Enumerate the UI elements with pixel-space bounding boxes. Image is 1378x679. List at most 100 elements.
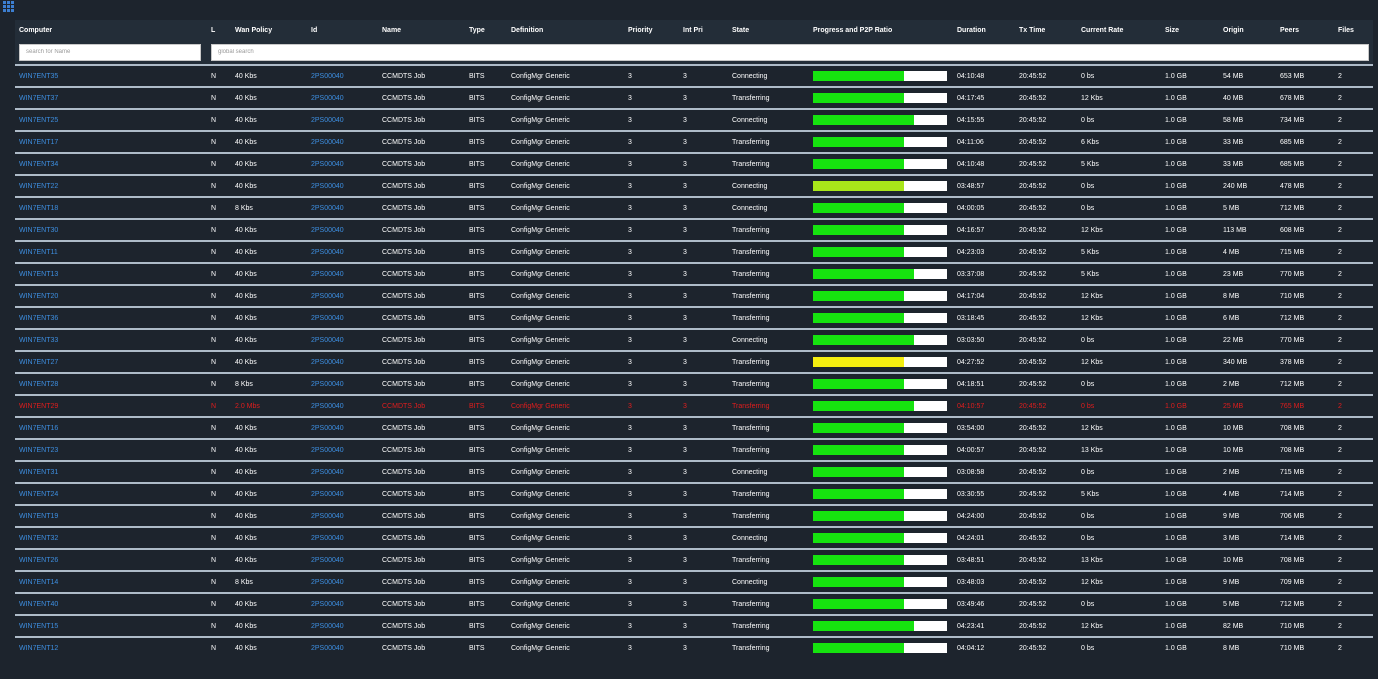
computer-cell[interactable]: WIN7ENT40 xyxy=(15,592,207,615)
id-cell[interactable]: 2PS00040 xyxy=(307,284,378,307)
column-header-id[interactable]: Id xyxy=(307,20,378,40)
computer-cell[interactable]: WIN7ENT28 xyxy=(15,372,207,395)
table-row[interactable]: WIN7ENT13 N 40 Kbs 2PS00040 CCMDTS Job BITS Co… xyxy=(15,262,1373,285)
id-cell[interactable]: 2PS00040 xyxy=(307,614,378,637)
column-header-state[interactable]: State xyxy=(728,20,809,40)
apps-grid-icon[interactable] xyxy=(3,1,14,12)
id-cell[interactable]: 2PS00040 xyxy=(307,328,378,351)
id-cell[interactable]: 2PS00040 xyxy=(307,460,378,483)
computer-cell[interactable]: WIN7ENT36 xyxy=(15,306,207,329)
computer-cell[interactable]: WIN7ENT34 xyxy=(15,152,207,175)
table-row[interactable]: WIN7ENT31 N 40 Kbs 2PS00040 CCMDTS Job BITS Co… xyxy=(15,460,1373,483)
id-cell[interactable]: 2PS00040 xyxy=(307,438,378,461)
column-header-definition[interactable]: Definition xyxy=(507,20,624,40)
computer-cell[interactable]: WIN7ENT37 xyxy=(15,86,207,109)
computer-cell[interactable]: WIN7ENT20 xyxy=(15,284,207,307)
table-row[interactable]: WIN7ENT30 N 40 Kbs 2PS00040 CCMDTS Job BITS Co… xyxy=(15,218,1373,241)
computer-cell[interactable]: WIN7ENT35 xyxy=(15,64,207,87)
table-row[interactable]: WIN7ENT15 N 40 Kbs 2PS00040 CCMDTS Job BITS Co… xyxy=(15,614,1373,637)
column-header-size[interactable]: Size xyxy=(1161,20,1219,40)
computer-cell[interactable]: WIN7ENT12 xyxy=(15,636,207,658)
computer-cell[interactable]: WIN7ENT25 xyxy=(15,108,207,131)
column-header-tx-time[interactable]: Tx Time xyxy=(1015,20,1077,40)
id-cell[interactable]: 2PS00040 xyxy=(307,592,378,615)
column-header-files[interactable]: Files xyxy=(1334,20,1373,40)
table-row[interactable]: WIN7ENT29 N 2.0 Mbs 2PS00040 CCMDTS Job BITS C… xyxy=(15,394,1373,417)
table-row[interactable]: WIN7ENT26 N 40 Kbs 2PS00040 CCMDTS Job BITS Co… xyxy=(15,548,1373,571)
computer-cell[interactable]: WIN7ENT15 xyxy=(15,614,207,637)
id-cell[interactable]: 2PS00040 xyxy=(307,526,378,549)
column-header-computer[interactable]: Computer xyxy=(15,20,207,40)
table-row[interactable]: WIN7ENT16 N 40 Kbs 2PS00040 CCMDTS Job BITS Co… xyxy=(15,416,1373,439)
table-row[interactable]: WIN7ENT32 N 40 Kbs 2PS00040 CCMDTS Job BITS Co… xyxy=(15,526,1373,549)
table-row[interactable]: WIN7ENT40 N 40 Kbs 2PS00040 CCMDTS Job BITS Co… xyxy=(15,592,1373,615)
id-cell[interactable]: 2PS00040 xyxy=(307,240,378,263)
id-cell[interactable]: 2PS00040 xyxy=(307,548,378,571)
id-cell[interactable]: 2PS00040 xyxy=(307,218,378,241)
id-cell[interactable]: 2PS00040 xyxy=(307,196,378,219)
computer-cell[interactable]: WIN7ENT24 xyxy=(15,482,207,505)
table-row[interactable]: WIN7ENT35 N 40 Kbs 2PS00040 CCMDTS Job BITS Co… xyxy=(15,64,1373,87)
table-row[interactable]: WIN7ENT11 N 40 Kbs 2PS00040 CCMDTS Job BITS Co… xyxy=(15,240,1373,263)
id-cell[interactable]: 2PS00040 xyxy=(307,482,378,505)
table-row[interactable]: WIN7ENT22 N 40 Kbs 2PS00040 CCMDTS Job BITS Co… xyxy=(15,174,1373,197)
table-row[interactable]: WIN7ENT37 N 40 Kbs 2PS00040 CCMDTS Job BITS Co… xyxy=(15,86,1373,109)
computer-cell[interactable]: WIN7ENT32 xyxy=(15,526,207,549)
computer-cell[interactable]: WIN7ENT14 xyxy=(15,570,207,593)
table-row[interactable]: WIN7ENT28 N 8 Kbs 2PS00040 CCMDTS Job BITS Con… xyxy=(15,372,1373,395)
global-search-input[interactable] xyxy=(211,43,1369,61)
computer-cell[interactable]: WIN7ENT31 xyxy=(15,460,207,483)
column-header-priority[interactable]: Priority xyxy=(624,20,679,40)
table-row[interactable]: WIN7ENT25 N 40 Kbs 2PS00040 CCMDTS Job BITS Co… xyxy=(15,108,1373,131)
computer-cell[interactable]: WIN7ENT33 xyxy=(15,328,207,351)
column-header-wan-policy[interactable]: Wan Policy xyxy=(231,20,307,40)
table-row[interactable]: WIN7ENT20 N 40 Kbs 2PS00040 CCMDTS Job BITS Co… xyxy=(15,284,1373,307)
column-header-origin[interactable]: Origin xyxy=(1219,20,1276,40)
id-cell[interactable]: 2PS00040 xyxy=(307,416,378,439)
column-header-peers[interactable]: Peers xyxy=(1276,20,1334,40)
id-cell[interactable]: 2PS00040 xyxy=(307,636,378,658)
table-row[interactable]: WIN7ENT17 N 40 Kbs 2PS00040 CCMDTS Job BITS Co… xyxy=(15,130,1373,153)
table-row[interactable]: WIN7ENT24 N 40 Kbs 2PS00040 CCMDTS Job BITS Co… xyxy=(15,482,1373,505)
table-row[interactable]: WIN7ENT19 N 40 Kbs 2PS00040 CCMDTS Job BITS Co… xyxy=(15,504,1373,527)
id-cell[interactable]: 2PS00040 xyxy=(307,108,378,131)
table-row[interactable]: WIN7ENT12 N 40 Kbs 2PS00040 CCMDTS Job BITS Co… xyxy=(15,636,1373,658)
id-cell[interactable]: 2PS00040 xyxy=(307,372,378,395)
table-row[interactable]: WIN7ENT14 N 8 Kbs 2PS00040 CCMDTS Job BITS Con… xyxy=(15,570,1373,593)
computer-cell[interactable]: WIN7ENT18 xyxy=(15,196,207,219)
computer-cell[interactable]: WIN7ENT27 xyxy=(15,350,207,373)
table-row[interactable]: WIN7ENT33 N 40 Kbs 2PS00040 CCMDTS Job BITS Co… xyxy=(15,328,1373,351)
computer-cell[interactable]: WIN7ENT26 xyxy=(15,548,207,571)
id-cell[interactable]: 2PS00040 xyxy=(307,64,378,87)
column-header-current-rate[interactable]: Current Rate xyxy=(1077,20,1161,40)
table-row[interactable]: WIN7ENT23 N 40 Kbs 2PS00040 CCMDTS Job BITS Co… xyxy=(15,438,1373,461)
id-cell[interactable]: 2PS00040 xyxy=(307,262,378,285)
computer-cell[interactable]: WIN7ENT11 xyxy=(15,240,207,263)
column-header-type[interactable]: Type xyxy=(465,20,507,40)
name-search-input[interactable] xyxy=(19,43,201,61)
computer-cell[interactable]: WIN7ENT19 xyxy=(15,504,207,527)
id-cell[interactable]: 2PS00040 xyxy=(307,86,378,109)
table-row[interactable]: WIN7ENT27 N 40 Kbs 2PS00040 CCMDTS Job BITS Co… xyxy=(15,350,1373,373)
computer-cell[interactable]: WIN7ENT30 xyxy=(15,218,207,241)
column-header-int-pri[interactable]: Int Pri xyxy=(679,20,728,40)
computer-cell[interactable]: WIN7ENT29 xyxy=(15,394,207,417)
computer-cell[interactable]: WIN7ENT22 xyxy=(15,174,207,197)
id-cell[interactable]: 2PS00040 xyxy=(307,174,378,197)
table-row[interactable]: WIN7ENT18 N 8 Kbs 2PS00040 CCMDTS Job BITS Con… xyxy=(15,196,1373,219)
id-cell[interactable]: 2PS00040 xyxy=(307,152,378,175)
id-cell[interactable]: 2PS00040 xyxy=(307,504,378,527)
id-cell[interactable]: 2PS00040 xyxy=(307,570,378,593)
id-cell[interactable]: 2PS00040 xyxy=(307,394,378,417)
table-row[interactable]: WIN7ENT36 N 40 Kbs 2PS00040 CCMDTS Job BITS Co… xyxy=(15,306,1373,329)
id-cell[interactable]: 2PS00040 xyxy=(307,306,378,329)
column-header-l[interactable]: L xyxy=(207,20,231,40)
id-cell[interactable]: 2PS00040 xyxy=(307,350,378,373)
id-cell[interactable]: 2PS00040 xyxy=(307,130,378,153)
table-row[interactable]: WIN7ENT34 N 40 Kbs 2PS00040 CCMDTS Job BITS Co… xyxy=(15,152,1373,175)
computer-cell[interactable]: WIN7ENT23 xyxy=(15,438,207,461)
computer-cell[interactable]: WIN7ENT13 xyxy=(15,262,207,285)
computer-cell[interactable]: WIN7ENT17 xyxy=(15,130,207,153)
column-header-progress[interactable]: Progress and P2P Ratio xyxy=(809,20,953,40)
column-header-name[interactable]: Name xyxy=(378,20,465,40)
